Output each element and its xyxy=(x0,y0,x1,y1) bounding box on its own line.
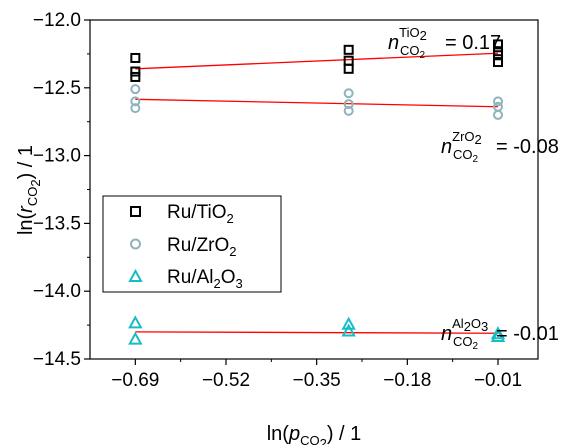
y-tick-label: −12.0 xyxy=(33,10,81,31)
data-point-series-2 xyxy=(490,328,506,342)
legend: Ru/TiO2 Ru/ZrO2 Ru/Al2O3 xyxy=(102,195,282,293)
data-point-series-1 xyxy=(130,103,141,114)
x-tick-label: −0.69 xyxy=(111,370,159,391)
x-axis-title: ln(pCO2) / 1 xyxy=(267,423,362,445)
x-tick-label: −0.52 xyxy=(202,370,250,391)
data-point-series-0 xyxy=(493,50,503,61)
svg-text:nAl2O3: nAl2O3 xyxy=(441,316,488,345)
data-point-series-0 xyxy=(343,63,354,74)
data-point-series-0 xyxy=(130,66,141,77)
x-tick-label: −0.01 xyxy=(474,370,522,391)
data-point-series-0 xyxy=(130,52,141,63)
fit-lines xyxy=(135,52,499,334)
data-point-series-2 xyxy=(128,331,143,345)
data-points xyxy=(128,39,506,345)
x-tick-label: −0.18 xyxy=(383,370,431,391)
svg-text:nZrO2: nZrO2 xyxy=(441,129,482,158)
data-point-series-1 xyxy=(493,109,503,120)
svg-text:CO2: CO2 xyxy=(453,334,479,352)
fit-line-series-1 xyxy=(135,98,499,108)
annotation-zro2: nZrO2 CO2 = -0.08 xyxy=(441,129,559,165)
data-point-series-2 xyxy=(490,326,506,340)
svg-text:= -0.08: = -0.08 xyxy=(496,136,559,158)
x-axis: −0.69 −0.52 −0.35 −0.18 −0.01 xyxy=(111,359,522,391)
data-point-series-2 xyxy=(341,323,356,337)
y-tick-label: −13.0 xyxy=(33,146,81,167)
data-point-series-2 xyxy=(341,316,356,330)
y-tick-label: −12.5 xyxy=(33,78,81,99)
data-point-series-0 xyxy=(493,39,503,50)
annotation-tio2: nTiO2 CO2 = 0.17 xyxy=(388,25,501,61)
fit-line-series-2 xyxy=(135,331,499,334)
data-point-series-1 xyxy=(343,99,354,110)
data-point-series-0 xyxy=(493,57,503,68)
y-tick-label: −14.0 xyxy=(33,281,81,302)
annotation-al2o3: nAl2O3 CO2 = -0.01 xyxy=(441,316,559,352)
svg-text:= -0.01: = -0.01 xyxy=(496,323,559,345)
data-point-series-1 xyxy=(493,96,503,107)
legend-label-zro2: Ru/ZrO2 xyxy=(167,235,237,259)
data-point-series-0 xyxy=(343,44,354,55)
legend-label-tio2: Ru/TiO2 xyxy=(167,202,234,226)
y-tick-label: −14.5 xyxy=(33,349,81,370)
legend-marker-zro2 xyxy=(130,238,141,250)
fit-line-series-0 xyxy=(135,52,499,70)
svg-text:= 0.17: = 0.17 xyxy=(445,32,501,54)
svg-text:CO2: CO2 xyxy=(453,147,479,165)
svg-text:CO2: CO2 xyxy=(400,43,426,61)
x-tick-label: −0.35 xyxy=(293,370,341,391)
y-tick-label: −13.5 xyxy=(33,213,81,234)
legend-label-al2o3: Ru/Al2O3 xyxy=(167,267,243,291)
data-point-series-1 xyxy=(130,96,141,107)
y-axis-title: ln(rCO2) / 1 xyxy=(15,145,43,235)
data-point-series-1 xyxy=(130,84,141,95)
legend-marker-tio2 xyxy=(130,206,141,217)
svg-text:nTiO2: nTiO2 xyxy=(388,25,427,54)
legend-marker-al2o3 xyxy=(128,268,143,282)
data-point-series-2 xyxy=(128,315,143,329)
y-axis: −12.0 −12.5 −13.0 −13.5 −14.0 −14.5 xyxy=(33,10,90,370)
data-point-series-1 xyxy=(343,105,354,116)
data-point-series-0 xyxy=(130,71,141,82)
plot-area xyxy=(89,19,539,360)
data-point-series-1 xyxy=(343,88,354,99)
